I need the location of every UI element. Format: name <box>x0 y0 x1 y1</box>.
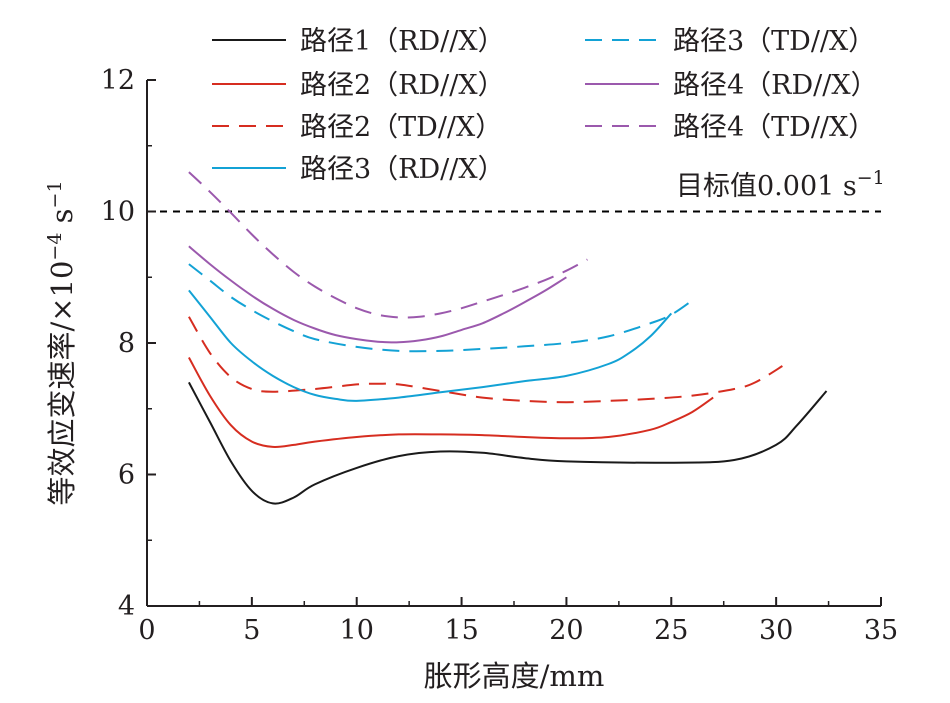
legend-label-4: 路径3（RD//X） <box>300 154 505 185</box>
x-tick-label: 25 <box>654 615 688 646</box>
x-tick-label: 20 <box>549 615 583 646</box>
target-value-label: 目标值0.001 s−1 <box>676 167 885 202</box>
legend-label-7: 路径4（TD//X） <box>673 112 875 143</box>
y-tick-label: 8 <box>118 328 135 359</box>
y-tick-label: 6 <box>118 460 135 491</box>
y-axis-title: 等效应变速率/×10−4 s−1 <box>44 180 79 505</box>
x-tick-label: 0 <box>138 615 155 646</box>
y-tick-label: 12 <box>101 65 135 96</box>
y-tick-label: 4 <box>118 591 135 622</box>
series-line-5 <box>188 263 695 353</box>
legend-label-2: 路径2（RD//X） <box>300 70 505 101</box>
x-tick-label: 10 <box>340 615 374 646</box>
x-tick-label: 35 <box>864 615 898 646</box>
series-line-1 <box>188 381 828 505</box>
series-line-3 <box>188 316 783 404</box>
series-line-4 <box>188 289 673 402</box>
series-line-7 <box>188 171 588 319</box>
x-axis-title: 胀形高度/mm <box>424 659 605 693</box>
axes: 0 5 10 15 20 25 30 35 4 6 8 10 12 <box>101 65 899 646</box>
series-line-2 <box>188 357 714 448</box>
legend-label-5: 路径3（TD//X） <box>673 26 875 57</box>
legend-label-3: 路径2（TD//X） <box>300 112 502 143</box>
x-tick-label: 5 <box>243 615 260 646</box>
plot-area <box>147 171 881 505</box>
x-tick-label: 30 <box>759 615 793 646</box>
series-line-6 <box>188 245 567 344</box>
legend-label-1: 路径1（RD//X） <box>300 26 505 57</box>
legend: 路径1（RD//X） 路径2（RD//X） 路径2（TD//X） 路径3（RD//X）… <box>212 26 878 185</box>
y-tick-label: 10 <box>101 197 135 228</box>
x-tick-label: 15 <box>444 615 478 646</box>
legend-label-6: 路径4（RD//X） <box>673 70 878 101</box>
